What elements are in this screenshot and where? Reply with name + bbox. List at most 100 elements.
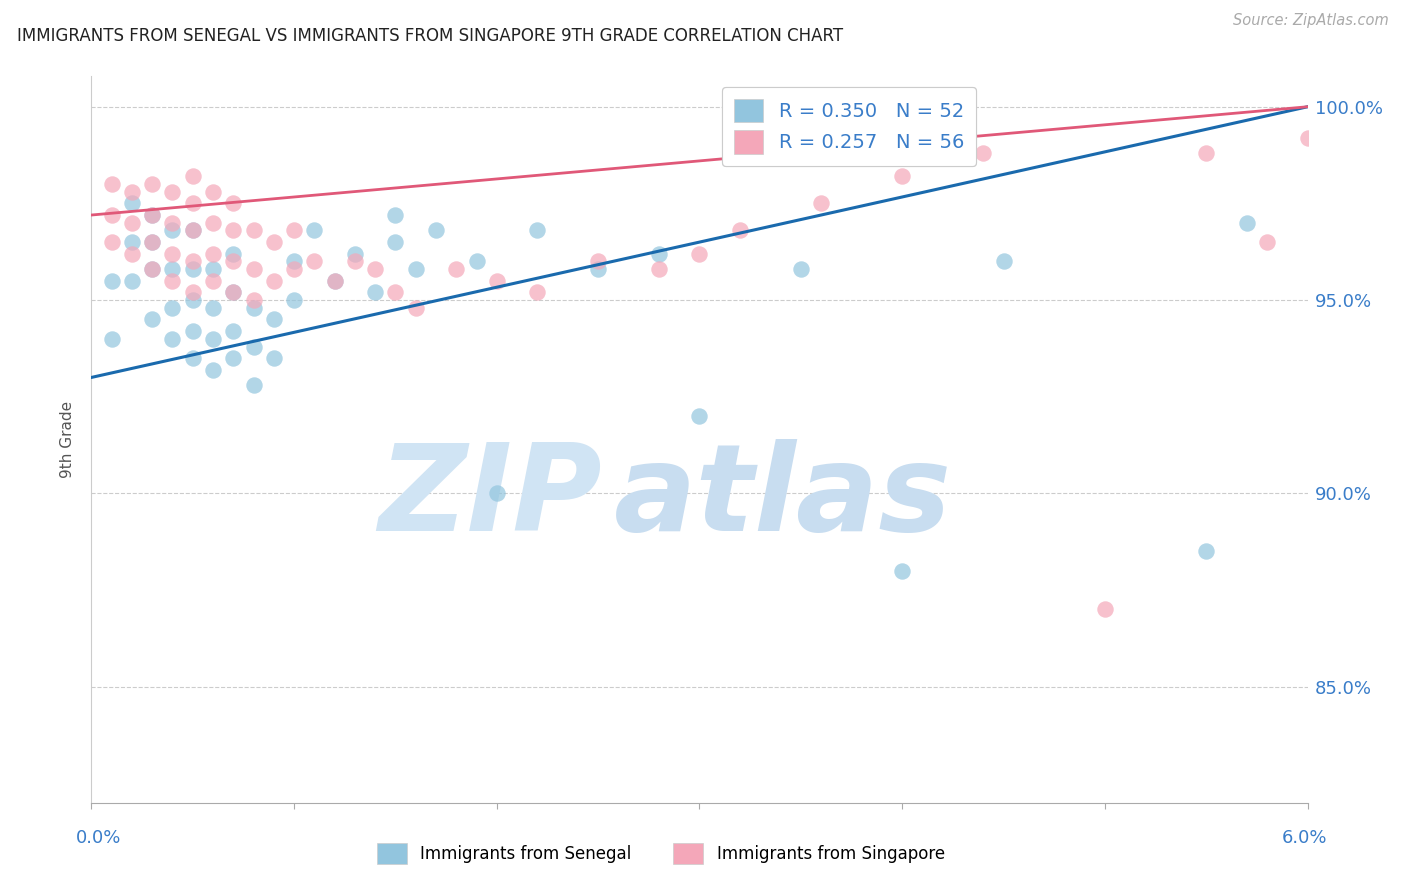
Point	[728, 223, 751, 237]
Point	[364, 285, 387, 300]
Point	[688, 246, 710, 260]
Point	[121, 246, 143, 260]
Point	[222, 254, 245, 268]
Point	[202, 332, 225, 346]
Point	[972, 146, 994, 161]
Point	[343, 254, 366, 268]
Point	[162, 332, 184, 346]
Point	[425, 223, 447, 237]
Point	[141, 208, 163, 222]
Point	[283, 223, 305, 237]
Point	[263, 235, 285, 249]
Point	[162, 262, 184, 277]
Point	[891, 169, 914, 184]
Text: ZIP: ZIP	[378, 439, 602, 556]
Point	[202, 216, 225, 230]
Point	[162, 274, 184, 288]
Point	[181, 324, 204, 338]
Point	[526, 223, 548, 237]
Point	[444, 262, 467, 277]
Point	[141, 312, 163, 326]
Point	[263, 351, 285, 365]
Point	[202, 362, 225, 376]
Point	[162, 185, 184, 199]
Point	[181, 351, 204, 365]
Point	[181, 285, 204, 300]
Point	[891, 564, 914, 578]
Point	[384, 208, 406, 222]
Point	[993, 254, 1015, 268]
Point	[181, 262, 204, 277]
Text: atlas: atlas	[614, 439, 952, 556]
Point	[263, 274, 285, 288]
Point	[1094, 602, 1116, 616]
Point	[688, 409, 710, 423]
Point	[405, 301, 427, 315]
Point	[100, 177, 122, 191]
Point	[181, 196, 204, 211]
Point	[202, 274, 225, 288]
Point	[1256, 235, 1278, 249]
Point	[242, 301, 264, 315]
Point	[810, 196, 832, 211]
Point	[242, 262, 264, 277]
Point	[242, 339, 264, 353]
Point	[202, 185, 225, 199]
Point	[648, 246, 671, 260]
Point	[485, 486, 508, 500]
Point	[1195, 146, 1218, 161]
Point	[222, 285, 245, 300]
Point	[100, 235, 122, 249]
Point	[181, 254, 204, 268]
Point	[364, 262, 387, 277]
Point	[141, 235, 163, 249]
Point	[405, 262, 427, 277]
Point	[242, 293, 264, 307]
Point	[141, 262, 163, 277]
Point	[100, 274, 122, 288]
Point	[100, 332, 122, 346]
Point	[141, 262, 163, 277]
Point	[141, 235, 163, 249]
Point	[263, 312, 285, 326]
Point	[304, 223, 326, 237]
Point	[181, 223, 204, 237]
Point	[222, 351, 245, 365]
Point	[384, 285, 406, 300]
Point	[222, 196, 245, 211]
Point	[586, 262, 609, 277]
Point	[465, 254, 488, 268]
Legend: R = 0.350   N = 52, R = 0.257   N = 56: R = 0.350 N = 52, R = 0.257 N = 56	[723, 87, 976, 166]
Point	[121, 274, 143, 288]
Point	[222, 285, 245, 300]
Point	[283, 254, 305, 268]
Point	[1296, 130, 1319, 145]
Point	[485, 274, 508, 288]
Point	[222, 246, 245, 260]
Text: Source: ZipAtlas.com: Source: ZipAtlas.com	[1233, 13, 1389, 29]
Point	[242, 378, 264, 392]
Text: IMMIGRANTS FROM SENEGAL VS IMMIGRANTS FROM SINGAPORE 9TH GRADE CORRELATION CHART: IMMIGRANTS FROM SENEGAL VS IMMIGRANTS FR…	[17, 27, 844, 45]
Point	[202, 246, 225, 260]
Y-axis label: 9th Grade: 9th Grade	[60, 401, 76, 478]
Point	[181, 223, 204, 237]
Point	[162, 246, 184, 260]
Point	[1195, 544, 1218, 558]
Point	[141, 208, 163, 222]
Point	[283, 293, 305, 307]
Point	[121, 216, 143, 230]
Point	[181, 169, 204, 184]
Point	[141, 177, 163, 191]
Point	[384, 235, 406, 249]
Point	[181, 293, 204, 307]
Point	[222, 324, 245, 338]
Point	[202, 301, 225, 315]
Legend: Immigrants from Senegal, Immigrants from Singapore: Immigrants from Senegal, Immigrants from…	[370, 837, 952, 871]
Point	[790, 262, 813, 277]
Text: 6.0%: 6.0%	[1282, 829, 1327, 847]
Point	[202, 262, 225, 277]
Text: 0.0%: 0.0%	[76, 829, 121, 847]
Point	[323, 274, 346, 288]
Point	[121, 235, 143, 249]
Point	[162, 216, 184, 230]
